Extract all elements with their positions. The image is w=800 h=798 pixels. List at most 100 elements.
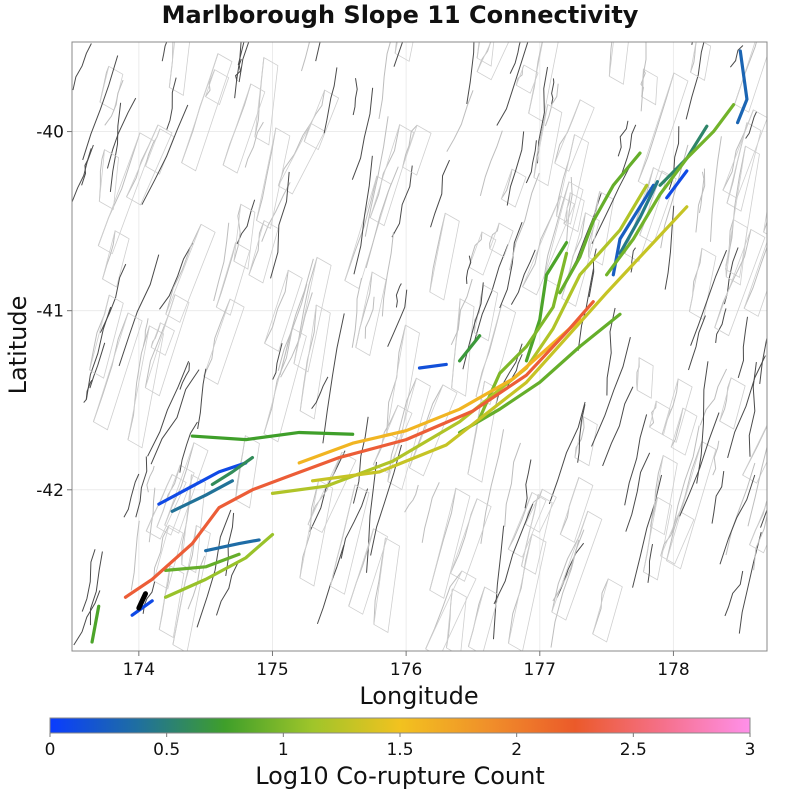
background-fault [344,175,378,281]
x-tick-label: 174 [123,660,155,680]
fault-surface-outline [468,231,497,276]
background-fault [637,72,675,182]
fault-surface-outline [528,42,559,122]
background-fault [238,42,250,83]
background-fault [489,222,500,249]
background-fault [574,416,585,458]
fault-surface-outline [158,564,185,639]
fault-surface-outline [429,212,460,301]
fault-surface-outline [264,269,303,352]
fault-surface-outline [98,148,119,211]
fault-surface-outline [254,56,279,146]
x-axis: 174 175 176 177 178 [123,651,690,680]
background-fault [711,470,725,524]
background-fault [402,124,418,168]
background-fault [446,90,474,152]
background-fault [83,379,93,403]
background-fault [248,220,265,276]
fault-surface-outline [145,473,187,540]
y-tick-label: -41 [36,302,64,322]
fault-surface-outline [99,65,124,111]
background-fault [685,42,705,120]
background-fault [352,78,358,116]
fault-section [130,599,154,617]
background-fault [698,171,705,214]
fault-surface-outline [743,240,767,317]
background-fault [323,67,338,134]
background-fault [147,361,190,457]
background-fault [543,181,570,279]
background-fault [577,404,586,463]
colorbar-tick-label: 2 [511,740,522,760]
fault-surface-outline [299,304,331,420]
fault-section [210,455,255,487]
background-fault [159,242,194,310]
background-fault [742,424,767,476]
fault-surface-outline [233,203,256,270]
background-fault [679,412,720,517]
background-fault [606,307,616,396]
fault-section [524,241,569,363]
y-tick-label: -40 [36,123,64,143]
fault-surface-outline [222,83,266,174]
background-fault [179,421,198,473]
fault-surface-outline [554,99,595,172]
background-fault [691,42,693,45]
fault-surface-outline [500,168,527,208]
background-fault [146,465,155,493]
colorbar-tick-label: 2.5 [620,740,647,760]
fault-series [90,49,749,644]
background-faults [72,42,767,651]
background-fault [565,176,573,244]
background-fault [591,163,632,244]
background-fault [322,313,345,444]
background-fault [387,378,417,482]
background-fault [109,102,122,192]
background-fault [551,78,555,105]
background-fault [729,45,744,68]
background-fault [141,104,189,205]
background-fault [670,408,684,448]
background-fault [89,342,106,389]
background-fault [179,362,190,390]
background-fault [279,258,314,376]
fault-surface-outline [89,294,124,379]
colorbar-label: Log10 Co-rupture Count [255,762,545,790]
background-fault [714,229,752,328]
y-axis: -40 -41 -42 [36,123,72,501]
fault-surface-outline [402,124,432,176]
fault-section [457,312,622,435]
background-fault [353,155,373,275]
fault-surface-outline [307,451,357,534]
fault-surface-outline [521,195,575,296]
x-axis-label: Longitude [359,682,478,710]
background-fault [666,441,703,561]
fault-surface-outline [408,384,458,477]
x-tick-label: 175 [256,660,288,680]
colorbar-tick-label: 1 [278,740,289,760]
fault-surface-outline [299,479,334,587]
fault-surface-outline [168,42,191,97]
fault-surface-outline [235,434,260,509]
background-fault [696,361,709,484]
background-fault [104,79,124,126]
background-fault [244,121,264,168]
fault-section [558,151,642,295]
background-fault [81,549,96,612]
fault-surface-outline [293,256,332,373]
background-fault [315,42,321,62]
background-fault [393,42,404,67]
fault-surface-outline [722,109,767,199]
background-fault [753,513,767,571]
background-fault [203,298,231,377]
fault-surface-outline [97,132,155,255]
fault-section [310,205,689,483]
background-fault [135,456,148,518]
background-fault [480,429,505,544]
fault-surface-outline [125,124,173,206]
fault-section [123,300,595,599]
fault-surface-outline [507,491,547,558]
background-fault [364,296,375,339]
background-fault [311,376,329,409]
background-fault [466,42,475,104]
